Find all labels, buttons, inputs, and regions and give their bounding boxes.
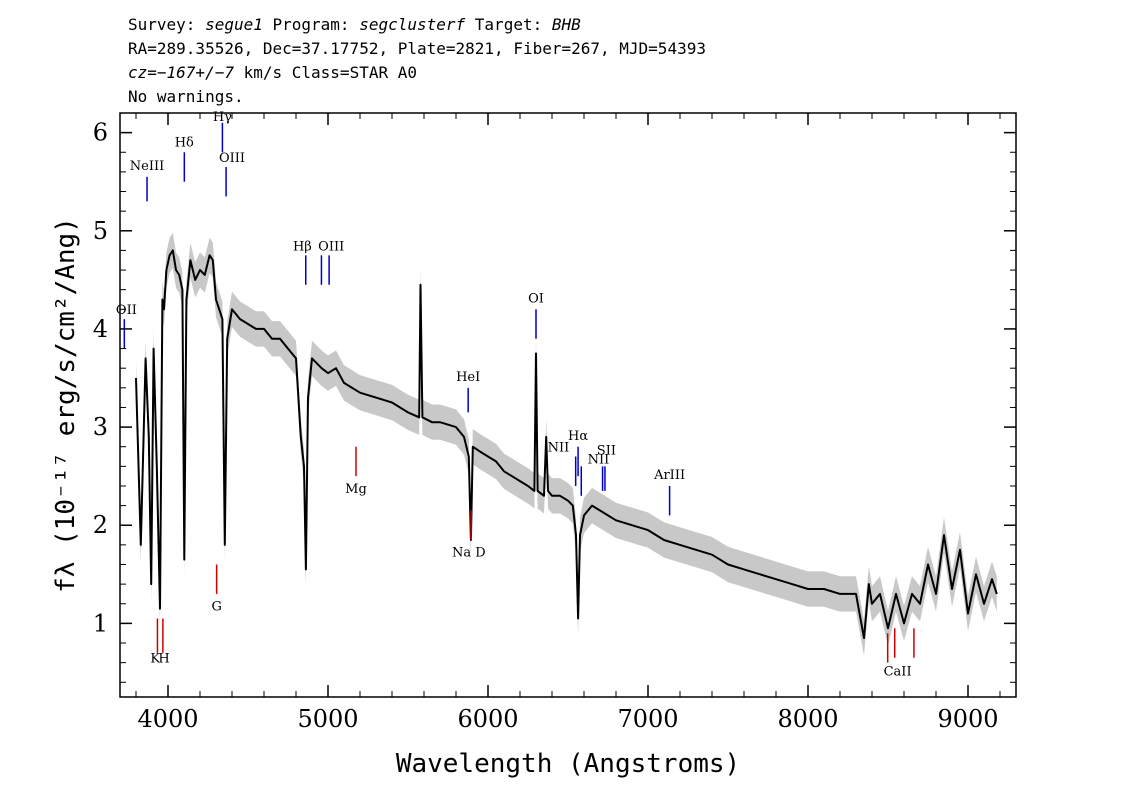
spectral-line-label: OII [116,303,137,318]
x-axis-title: Wavelength (Angstroms) [396,749,740,779]
spectral-line-label: ArIII [653,468,685,483]
header-target: BHB [552,15,581,34]
spectral-line-label: SII [597,444,616,459]
x-tick-label: 4000 [137,705,198,733]
x-tick-label: 6000 [457,705,518,733]
header-line-3: cz=−167+/−7 km/s Class=STAR A0 [128,63,417,82]
spectral-line-label: Hα [568,429,588,444]
x-tick-label: 8000 [777,705,838,733]
x-tick-label: 9000 [937,705,998,733]
x-tick-label: 7000 [617,705,678,733]
spectral-line-label: NeIII [130,159,164,174]
spectral-line-label: OIII [219,151,245,166]
spectral-line-label: NII [548,441,570,456]
spectral-line-label: Hδ [175,135,194,150]
y-tick-label: 2 [93,511,108,539]
y-tick-label: 3 [93,413,108,441]
spectral-line-label: Hγ [213,110,232,125]
plot-frame [119,112,1017,698]
header-line-4: No warnings. [128,87,244,106]
spectral-line-label: G [211,600,221,615]
header-program-label: Program: [263,15,359,34]
spectral-line-label: H [158,652,169,667]
spectral-line-label: Na D [452,546,486,561]
error-band-layer [136,232,997,656]
series-layer [135,249,998,640]
y-tick-label: 4 [93,315,108,343]
spectral-line-label: CaII [884,664,912,679]
header-target-label: Target: [465,15,552,34]
x-tick-label: 5000 [297,705,358,733]
spectral-line-label: OIII [318,239,344,254]
y-tick-label: 5 [93,217,108,245]
header-cz: cz=−167+/−7 [128,63,234,82]
header-line-1: Survey: segue1 Program: segclusterf Targ… [128,15,581,34]
y-tick-label: 6 [93,119,108,147]
header-class: km/s Class=STAR A0 [234,63,417,82]
flux-error-band [136,232,997,656]
spectral-line-label: Mg [345,482,367,497]
header-survey: segue1 [205,15,263,34]
ticks-layer: 4000 5000 6000 7000 8000 9000 1 2 3 4 5 6 [93,113,1016,733]
spectral-line-label: K [150,652,160,667]
flux-series-line [135,249,998,640]
spectral-line-label: OI [528,291,544,306]
y-tick-label: 1 [93,609,108,637]
spectral-line-label: Hβ [293,239,312,254]
y-axis-title: fλ (10⁻¹⁷ erg/s/cm²/Ang) [51,217,81,593]
header-program: segclusterf [359,15,465,34]
spectral-line-label: HeI [456,370,480,385]
header-line-2: RA=289.35526, Dec=37.17752, Plate=2821, … [128,39,706,58]
spectral-line-label: NII [588,452,610,467]
header-survey-label: Survey: [128,15,205,34]
